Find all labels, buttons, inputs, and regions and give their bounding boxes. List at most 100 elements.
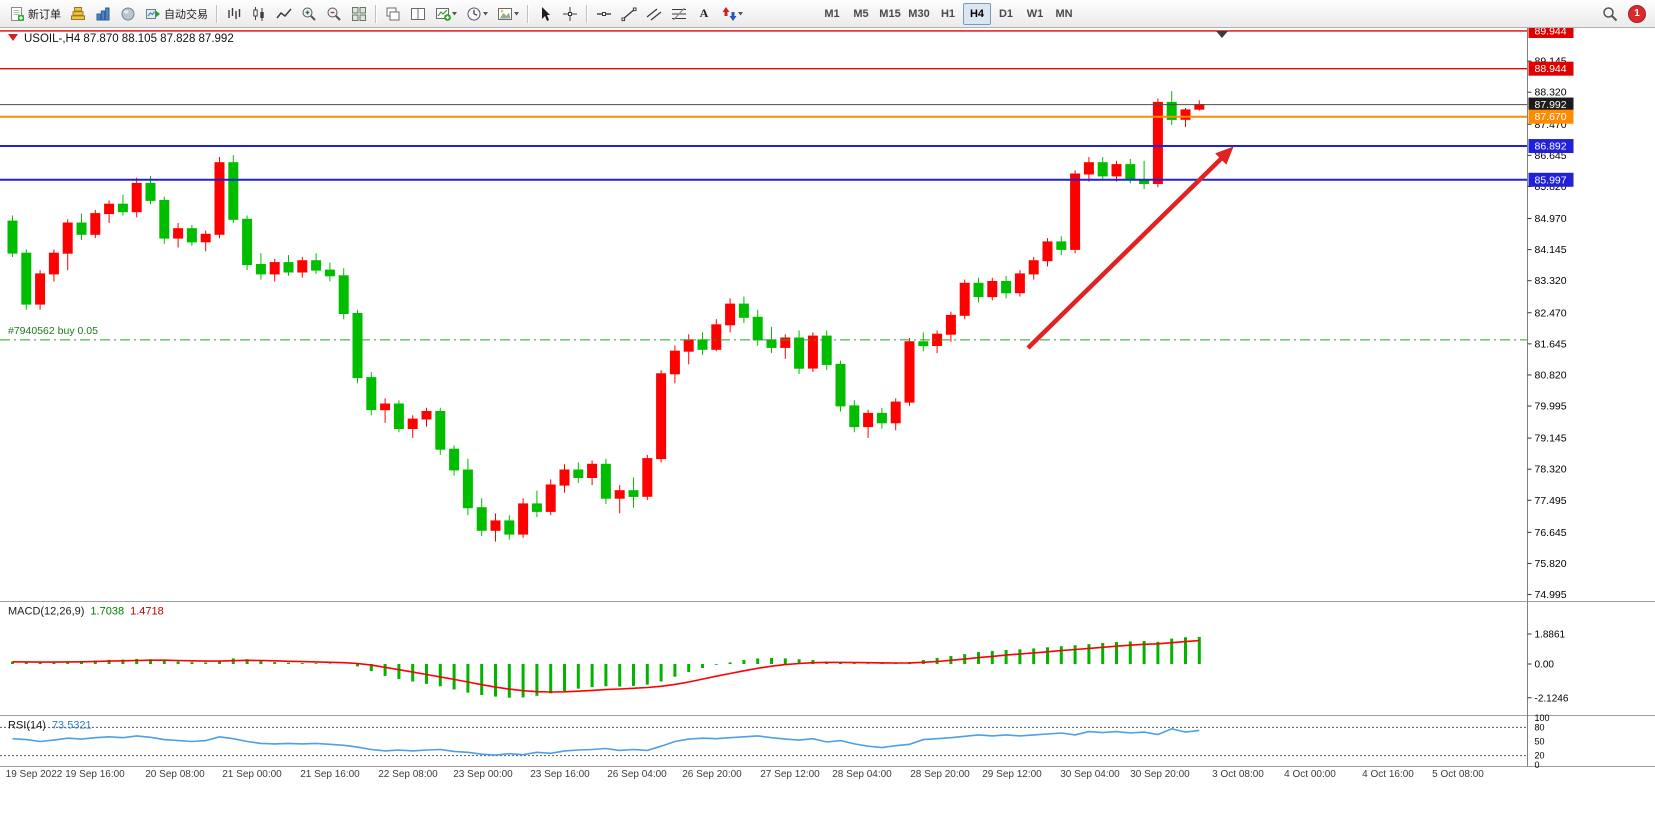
candle-body xyxy=(683,339,694,352)
time-axis-label: 19 Sep 2022 xyxy=(6,769,63,780)
timeframe-w1[interactable]: W1 xyxy=(1021,3,1049,25)
clock-icon xyxy=(467,7,488,20)
timeframe-d1[interactable]: D1 xyxy=(992,3,1020,25)
order-line-label: #7940562 buy 0.05 xyxy=(8,325,98,337)
candle-body xyxy=(297,260,308,273)
trendline-icon xyxy=(621,7,637,21)
zoom-in-button[interactable] xyxy=(297,3,321,25)
zoom-in-icon xyxy=(302,7,316,21)
timeframe-m30[interactable]: M30 xyxy=(905,3,933,25)
macd-signal-line xyxy=(12,639,1200,693)
cascade-windows-button[interactable] xyxy=(381,3,405,25)
candle-body xyxy=(435,411,446,450)
candle-body xyxy=(407,418,418,430)
time-axis-label: 21 Sep 00:00 xyxy=(222,769,282,780)
timeframe-mn[interactable]: MN xyxy=(1050,3,1078,25)
candle-body xyxy=(807,335,818,369)
candle-body xyxy=(1166,101,1177,120)
timeframe-m15[interactable]: M15 xyxy=(876,3,904,25)
new-order-button[interactable]: 新订单 xyxy=(5,3,65,25)
autotrading-button[interactable]: 自动交易 xyxy=(141,3,212,25)
time-axis[interactable]: 19 Sep 2022 19 Sep 16:00 20 Sep 08:00 21 Se… xyxy=(6,769,1485,780)
periods-button[interactable] xyxy=(462,3,492,25)
candle-body xyxy=(573,469,584,478)
price-badge xyxy=(1528,97,1574,112)
candlestick-chart-type-button[interactable] xyxy=(247,3,271,25)
candle-body xyxy=(200,233,211,243)
data-window-button[interactable] xyxy=(91,3,115,25)
candle-body xyxy=(697,339,708,350)
zoom-out-button[interactable] xyxy=(322,3,346,25)
panel-separators xyxy=(0,28,1655,767)
time-axis-label: 5 Oct 08:00 xyxy=(1432,769,1484,780)
candle-body xyxy=(628,490,639,497)
split-windows-button[interactable] xyxy=(406,3,430,25)
price-badge xyxy=(1528,109,1574,124)
price-tick-label: 76.645 xyxy=(1535,527,1567,539)
candle-body xyxy=(21,252,32,305)
chart-shift-marker[interactable] xyxy=(1216,31,1228,38)
timeframe-h1[interactable]: H1 xyxy=(934,3,962,25)
rsi-axis-label: 100 xyxy=(1535,713,1550,723)
candle-body xyxy=(725,303,736,326)
price-badge-label: 88.944 xyxy=(1535,63,1567,75)
candle-body xyxy=(145,182,156,201)
hline-tool-button[interactable] xyxy=(592,3,616,25)
text-tool-button[interactable]: A xyxy=(692,3,716,25)
candle-body xyxy=(462,469,473,509)
arrows-tool-button[interactable] xyxy=(717,3,747,25)
candle-body xyxy=(973,282,984,298)
rsi-axis-label: 50 xyxy=(1535,737,1545,747)
candles-layer xyxy=(7,91,1205,542)
trendline-tool-button[interactable] xyxy=(617,3,641,25)
candle-body xyxy=(545,484,556,512)
candle-body xyxy=(1056,241,1067,250)
candle-body xyxy=(890,401,901,424)
candle-body xyxy=(559,469,570,486)
candle-body xyxy=(835,363,846,407)
line-chart-type-button[interactable] xyxy=(272,3,296,25)
bar-chart-type-button[interactable] xyxy=(222,3,246,25)
candle-body xyxy=(642,458,653,497)
autotrading-icon xyxy=(146,8,160,19)
toolbar-separator xyxy=(586,4,588,23)
time-axis-label: 4 Oct 00:00 xyxy=(1284,769,1336,780)
cursor-tool-button[interactable] xyxy=(533,3,557,25)
trend-arrow[interactable] xyxy=(1026,146,1234,350)
candle-body xyxy=(504,520,515,535)
price-axis[interactable]: 89.14588.32087.47086.64585.82084.97084.1… xyxy=(1527,28,1574,601)
notification-badge[interactable]: 1 xyxy=(1628,4,1646,23)
timeframe-m5[interactable]: M5 xyxy=(847,3,875,25)
tile-windows-button[interactable] xyxy=(347,3,371,25)
timeframe-h4[interactable]: H4 xyxy=(963,2,991,25)
template-icon xyxy=(498,7,519,20)
chart-canvas[interactable]: #7940562 buy 0.05 89.14588.32087.47086.64… xyxy=(0,28,1655,828)
candle-body xyxy=(1180,109,1191,120)
candle-body xyxy=(393,403,404,429)
macd-axis-label: 1.8861 xyxy=(1535,630,1566,641)
candle-body xyxy=(821,335,832,365)
strategy-tester-button[interactable] xyxy=(116,3,140,25)
candle-body xyxy=(794,337,805,369)
macd-label: MACD(12,26,9) 1.7038 1.4718 xyxy=(8,606,164,618)
symbol-ohlc-header: USOIL-,H4 87.870 88.105 87.828 87.992 xyxy=(24,33,234,45)
templates-button[interactable] xyxy=(493,3,523,25)
fibonacci-tool-button[interactable] xyxy=(667,3,691,25)
crosshair-tool-button[interactable] xyxy=(558,3,582,25)
channel-tool-button[interactable] xyxy=(642,3,666,25)
search-button[interactable] xyxy=(1598,3,1622,25)
new-chart-button[interactable] xyxy=(431,3,461,25)
channel-icon xyxy=(646,7,662,21)
candle-body xyxy=(324,269,335,277)
cursor-icon xyxy=(542,6,550,21)
candle-body xyxy=(959,282,970,316)
candle-body xyxy=(614,490,625,499)
time-axis-label: 27 Sep 12:00 xyxy=(760,769,820,780)
price-badge-label: 89.944 xyxy=(1535,28,1567,37)
new-order-label: 新订单 xyxy=(28,8,61,21)
candle-body xyxy=(518,503,529,535)
candle-body xyxy=(90,213,101,235)
market-watch-button[interactable] xyxy=(66,3,90,25)
timeframe-m1[interactable]: M1 xyxy=(818,3,846,25)
bar-chart-icon xyxy=(228,7,241,19)
